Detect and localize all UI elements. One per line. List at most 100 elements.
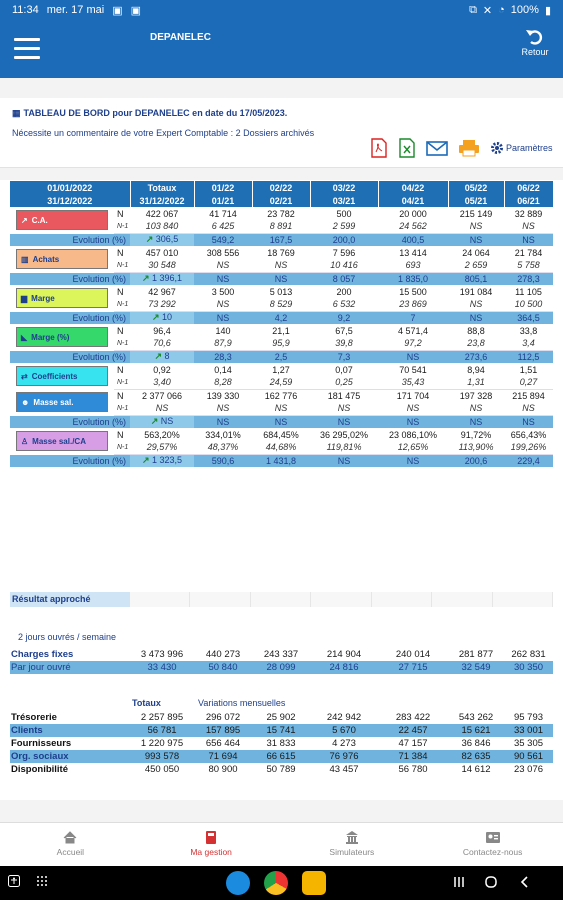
- trend-up-icon: ↗: [141, 455, 153, 466]
- value-n1: NS: [310, 402, 379, 416]
- row-tag-n: N: [114, 363, 131, 376]
- value-n: 563,20%: [130, 428, 195, 441]
- metric-label: C.A.: [31, 215, 48, 225]
- row-n1: N-1 3,40 8,28 24,59 0,25 35,43 1,31 0,27: [10, 376, 554, 390]
- accessibility-icon[interactable]: [8, 875, 20, 887]
- metric-label: Achats: [32, 254, 60, 264]
- value-n1: 70,6: [130, 337, 195, 351]
- value-n1: NS: [378, 402, 449, 416]
- value-n1: 30 548: [130, 259, 195, 273]
- evolution-value: 549,2: [194, 233, 253, 246]
- metric-button[interactable]: ▥ Achats: [16, 249, 108, 269]
- evolution-value: 200,0: [310, 233, 379, 246]
- metric-cell: ☻ Masse sal.: [10, 389, 114, 415]
- value-n1: 3,4: [504, 337, 554, 351]
- value-n: 1,51: [504, 363, 554, 376]
- recents-icon[interactable]: [452, 875, 466, 889]
- evolution-value: NS: [310, 454, 379, 467]
- value-n: 21,1: [252, 324, 311, 337]
- charges-value: 3 473 996: [130, 648, 194, 661]
- settings-button[interactable]: Paramètres: [490, 141, 553, 155]
- treso-value: 993 578: [130, 750, 194, 763]
- evolution-value: 1 835,0: [378, 272, 449, 285]
- charges-value: 440 273: [194, 648, 252, 661]
- metric-button[interactable]: ♙ Masse sal./CA: [16, 431, 108, 451]
- treso-label: Trésorerie: [10, 711, 130, 724]
- value-n1: 23,8: [448, 337, 505, 351]
- treso-value: 5 670: [310, 724, 378, 737]
- metric-button[interactable]: ↗ C.A.: [16, 210, 108, 230]
- bottom-navigation: Accueil Ma gestion Simulateurs Contactez…: [0, 822, 563, 866]
- excel-icon[interactable]: [398, 138, 416, 158]
- back-nav-icon[interactable]: [518, 875, 532, 889]
- evolution-value: NS: [504, 415, 554, 428]
- value-n: 42 967: [130, 285, 195, 298]
- row-tag-n: N: [114, 428, 131, 441]
- value-n1: NS: [194, 402, 253, 416]
- app-drawer-icon[interactable]: [36, 875, 48, 887]
- resultat-label: Résultat approché: [10, 592, 130, 607]
- row-tag-n1: N-1: [114, 220, 131, 234]
- print-icon[interactable]: [458, 138, 480, 158]
- metric-button[interactable]: ◣ Marge (%): [16, 327, 108, 347]
- value-n: 200: [310, 285, 379, 298]
- evolution-label: Evolution (%): [10, 415, 131, 428]
- charges-value: 240 014: [378, 648, 448, 661]
- value-n: 7 596: [310, 246, 379, 259]
- row-n1: N-1 103 840 6 425 8 891 2 599 24 562 NS NS: [10, 220, 554, 234]
- nav-simulateurs[interactable]: Simulateurs: [282, 823, 423, 866]
- value-n1: 12,65%: [378, 441, 449, 455]
- pdf-icon[interactable]: [370, 138, 388, 158]
- charges-value: 214 904: [310, 648, 378, 661]
- value-n1: NS: [194, 259, 253, 273]
- menu-icon[interactable]: [14, 38, 40, 60]
- nav-ma-gestion[interactable]: Ma gestion: [141, 823, 282, 866]
- trend-up-icon: ↗: [145, 234, 156, 245]
- row-tag-n: N: [114, 389, 131, 402]
- charges-value: 243 337: [252, 648, 310, 661]
- evolution-row: Evolution (%) ↗ 8 28,3 2,5 7,3 NS 273,6 112,5: [10, 350, 554, 363]
- treso-value: 656 464: [194, 737, 252, 750]
- evolution-total: ↗ 306,5: [130, 233, 195, 246]
- evolution-value: NS: [378, 454, 449, 467]
- value-n: 18 769: [252, 246, 311, 259]
- files-icon[interactable]: [302, 871, 326, 895]
- value-n1: NS: [194, 298, 253, 312]
- treso-value: 157 895: [194, 724, 252, 737]
- metric-button[interactable]: ☻ Masse sal.: [16, 392, 108, 412]
- value-n1: 6 532: [310, 298, 379, 312]
- undo-icon: [526, 30, 543, 45]
- evolution-total: ↗ 1 323,5: [130, 454, 195, 467]
- trend-up-icon: ↗: [151, 312, 163, 323]
- charges-fixes-row: Charges fixes 3 473 996 440 273 243 337 …: [10, 648, 553, 661]
- per-day-value: 27 715: [378, 661, 448, 674]
- metric-button[interactable]: ▆ Marge: [16, 288, 108, 308]
- treso-value: 56 780: [378, 763, 448, 776]
- value-n1: 10 500: [504, 298, 554, 312]
- notification-icon-2: ▣: [130, 4, 141, 17]
- row-n1: N-1 30 548 NS NS 10 416 693 2 659 5 758: [10, 259, 554, 273]
- mail-icon[interactable]: [426, 138, 448, 158]
- value-n: 13 414: [378, 246, 449, 259]
- evolution-value: NS: [194, 415, 253, 428]
- arrows-icon: ⇄: [21, 371, 28, 381]
- bar-chart-icon: ▆: [21, 293, 28, 303]
- skype-icon[interactable]: [226, 871, 250, 895]
- evolution-value: NS: [448, 415, 505, 428]
- evolution-value: NS: [448, 311, 505, 324]
- metric-button[interactable]: ⇄ Coefficients: [16, 366, 108, 386]
- value-n1: 29,57%: [130, 441, 195, 455]
- evolution-total: ↗ 1 396,1: [130, 272, 195, 285]
- back-button[interactable]: Retour: [515, 28, 555, 57]
- chart-line-icon: ↗: [21, 215, 28, 225]
- evolution-value: NS: [310, 415, 379, 428]
- evolution-value: NS: [252, 415, 311, 428]
- nav-contact[interactable]: Contactez-nous: [422, 823, 563, 866]
- home-icon: [64, 831, 77, 844]
- app-title: DEPANELEC: [150, 32, 211, 43]
- home-button-icon[interactable]: [484, 875, 498, 889]
- chrome-icon[interactable]: [264, 871, 288, 895]
- nav-accueil[interactable]: Accueil: [0, 823, 141, 866]
- row-tag-n: N: [114, 285, 131, 298]
- header-cell: 05/21: [448, 194, 505, 207]
